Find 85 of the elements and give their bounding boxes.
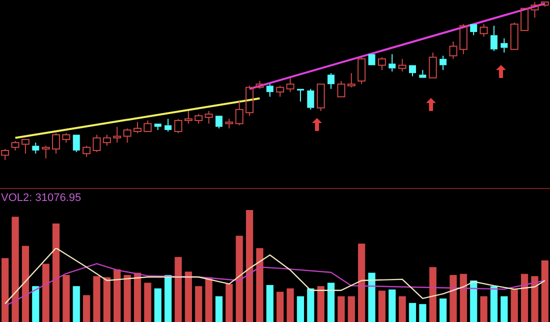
bar xyxy=(12,216,19,322)
bar xyxy=(195,286,202,322)
bar xyxy=(419,304,426,322)
bar xyxy=(72,286,80,322)
candlestick xyxy=(276,85,284,98)
candlestick xyxy=(328,72,335,90)
bar xyxy=(93,276,100,322)
candlestick xyxy=(388,54,396,72)
bar xyxy=(256,248,264,322)
bar xyxy=(439,298,447,322)
candlestick xyxy=(204,110,213,124)
bar xyxy=(500,296,508,322)
candlestick xyxy=(530,2,539,18)
bar xyxy=(114,269,121,322)
bar xyxy=(338,296,345,322)
candlestick xyxy=(307,88,314,110)
candlestick xyxy=(480,24,488,38)
bar xyxy=(510,290,518,322)
bar xyxy=(368,272,376,322)
bar xyxy=(246,210,254,322)
bar xyxy=(388,290,396,322)
bar xyxy=(348,296,355,322)
bar xyxy=(174,257,182,322)
candlestick xyxy=(246,85,254,116)
candlestick xyxy=(490,25,498,52)
bar xyxy=(103,277,111,322)
bar xyxy=(541,260,548,322)
bar xyxy=(276,292,284,322)
bar xyxy=(398,296,406,322)
candlestick xyxy=(102,134,111,146)
bar xyxy=(358,244,366,322)
bar xyxy=(520,274,528,322)
candlestick xyxy=(164,118,172,132)
bar xyxy=(22,246,30,322)
candlestick xyxy=(428,52,437,78)
candlestick xyxy=(235,101,244,126)
candlestick xyxy=(184,110,192,124)
bar xyxy=(317,286,324,322)
bar xyxy=(83,295,90,322)
bar xyxy=(429,267,436,322)
bar xyxy=(470,280,478,322)
candlestick xyxy=(42,145,50,159)
bar xyxy=(62,274,70,322)
bar xyxy=(286,288,294,322)
candlestick xyxy=(398,58,406,72)
bar xyxy=(2,258,9,322)
chart-title: VOL2: 31076.95 xyxy=(1,192,82,205)
bar xyxy=(164,274,172,322)
bar xyxy=(408,302,416,322)
bar xyxy=(124,274,131,322)
bar xyxy=(205,277,212,322)
bar xyxy=(450,274,457,322)
candlestick xyxy=(500,38,508,54)
bar xyxy=(52,223,60,322)
candlestick xyxy=(419,69,426,78)
bar xyxy=(378,290,386,322)
bar xyxy=(480,296,488,322)
bar xyxy=(236,236,243,322)
candlestick xyxy=(72,134,80,153)
bar xyxy=(327,282,335,322)
candlestick xyxy=(266,84,274,98)
candlestick xyxy=(347,72,356,88)
bar xyxy=(215,296,223,322)
candlestick xyxy=(470,24,478,36)
bar xyxy=(266,285,274,322)
bar xyxy=(490,286,498,322)
candlestick xyxy=(154,124,162,130)
bar xyxy=(154,288,162,322)
bar xyxy=(42,264,50,322)
candlestick xyxy=(215,116,222,129)
bar xyxy=(184,272,192,322)
candlestick xyxy=(409,65,416,77)
bar xyxy=(460,274,467,322)
candlestick xyxy=(113,126,122,144)
bar xyxy=(32,286,40,322)
bar xyxy=(307,288,314,322)
bar xyxy=(296,296,304,322)
bar xyxy=(134,272,142,322)
bar xyxy=(144,282,152,322)
candlestick xyxy=(32,142,40,154)
candlestick xyxy=(440,55,447,70)
candlestick xyxy=(286,77,294,93)
bar xyxy=(531,276,538,322)
bar xyxy=(226,284,233,322)
candlestick xyxy=(21,138,30,154)
